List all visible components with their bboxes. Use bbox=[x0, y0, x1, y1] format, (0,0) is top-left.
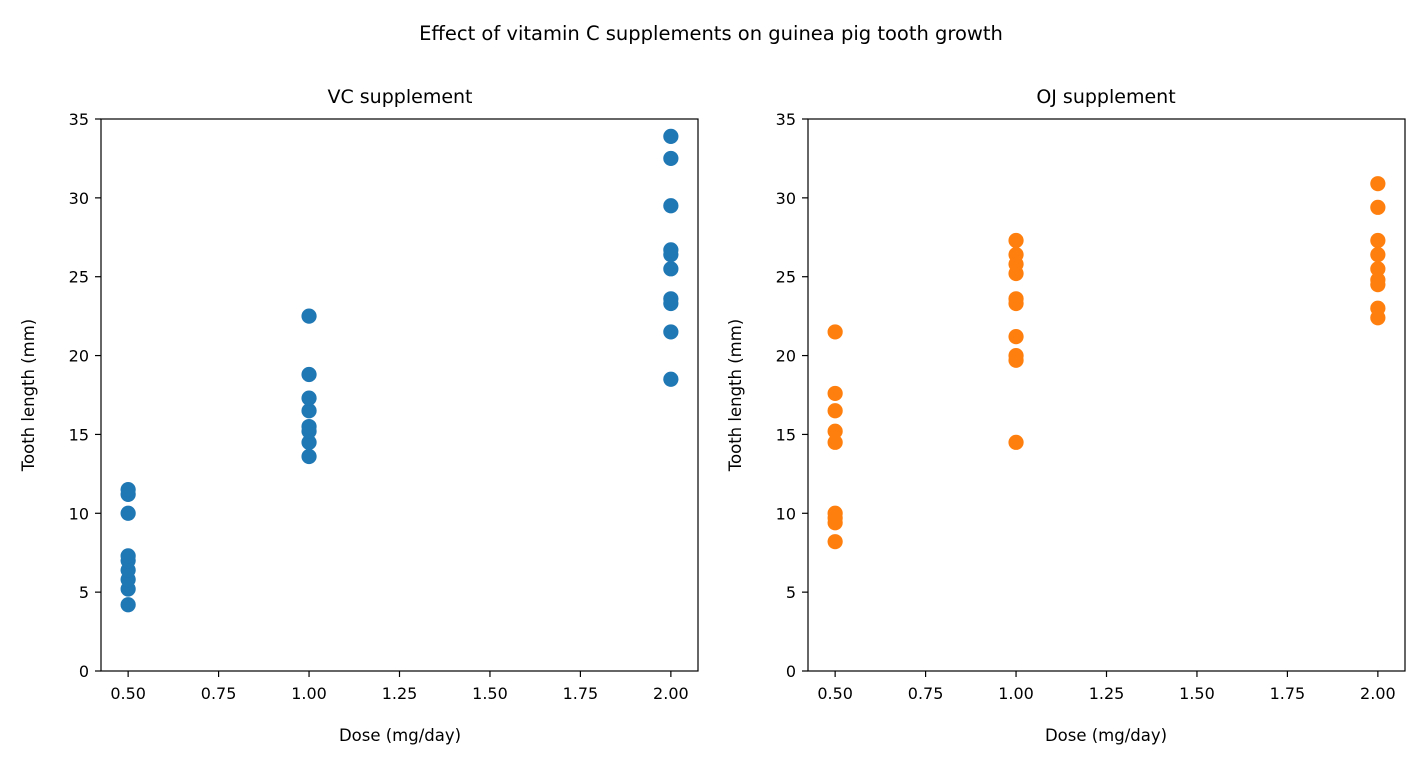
vc-data-point bbox=[663, 324, 679, 340]
vc-data-point bbox=[301, 308, 317, 324]
oj-x-tick-label: 1.75 bbox=[1270, 684, 1306, 703]
vc-y-tick-label: 5 bbox=[79, 583, 89, 602]
vc-y-tick-label: 10 bbox=[69, 504, 89, 523]
oj-data-point bbox=[1008, 291, 1024, 307]
oj-y-tick-label: 25 bbox=[776, 268, 796, 287]
oj-y-tick-label: 0 bbox=[786, 662, 796, 681]
vc-points bbox=[120, 128, 679, 613]
figure-title: Effect of vitamin C supplements on guine… bbox=[419, 22, 1003, 45]
oj-x-tick-label: 1.25 bbox=[1089, 684, 1125, 703]
vc-data-point bbox=[663, 242, 679, 258]
oj-x-tick-label: 1.00 bbox=[998, 684, 1034, 703]
oj-data-point bbox=[1370, 272, 1386, 288]
oj-x-tick-label: 0.50 bbox=[817, 684, 853, 703]
oj-data-point bbox=[827, 434, 843, 450]
vc-y-axis-label: Tooth length (mm) bbox=[19, 319, 38, 473]
oj-data-point bbox=[827, 385, 843, 402]
oj-data-point bbox=[1370, 232, 1386, 249]
vc-x-tick-label: 1.75 bbox=[563, 684, 599, 703]
vc-x-tick-label: 2.00 bbox=[653, 684, 689, 703]
vc-x-tick-label: 0.75 bbox=[201, 684, 237, 703]
vc-x-tick-label: 1.50 bbox=[472, 684, 508, 703]
vc-y-tick-label: 20 bbox=[69, 347, 89, 366]
vc-data-point bbox=[120, 505, 136, 521]
vc-data-point bbox=[120, 548, 136, 564]
oj-points bbox=[827, 176, 1386, 550]
oj-x-axis-label: Dose (mg/day) bbox=[1045, 726, 1167, 745]
vc-x-tick-label: 0.50 bbox=[110, 684, 146, 703]
oj-y-tick-label: 30 bbox=[776, 189, 796, 208]
oj-data-point bbox=[1008, 232, 1024, 249]
oj-data-point bbox=[827, 324, 843, 340]
oj-data-point bbox=[827, 403, 843, 419]
vc-data-point bbox=[663, 371, 679, 387]
vc-data-point bbox=[301, 403, 317, 419]
vc-data-point bbox=[301, 448, 317, 465]
oj-data-point bbox=[1008, 247, 1024, 263]
oj-y-tick-label: 10 bbox=[776, 504, 796, 523]
oj-ticks: 0.50 0.75 1.00 1.25 1.50 1.75 2.00 0 5 10 15 20 25 30… bbox=[776, 110, 1396, 703]
oj-plot-frame bbox=[807, 118, 1406, 672]
oj-x-tick-label: 0.75 bbox=[908, 684, 944, 703]
vc-x-tick-label: 1.00 bbox=[291, 684, 327, 703]
oj-y-tick-label: 5 bbox=[786, 583, 796, 602]
vc-data-point bbox=[663, 261, 679, 277]
oj-panel-title: OJ supplement bbox=[1036, 86, 1175, 108]
vc-y-tick-label: 0 bbox=[79, 662, 89, 681]
vc-y-tick-label: 25 bbox=[69, 268, 89, 287]
vc-x-axis-label: Dose (mg/day) bbox=[339, 726, 461, 745]
vc-data-point bbox=[663, 150, 679, 167]
vc-data-point bbox=[663, 128, 679, 144]
oj-x-tick-label: 2.00 bbox=[1360, 684, 1396, 703]
vc-x-tick-label: 1.25 bbox=[382, 684, 418, 703]
oj-y-tick-label: 35 bbox=[776, 110, 796, 129]
vc-data-point bbox=[301, 390, 317, 406]
vc-plot-frame bbox=[100, 118, 699, 672]
vc-data-point bbox=[120, 482, 136, 498]
oj-y-tick-label: 15 bbox=[776, 425, 796, 444]
vc-ticks: 0.50 0.75 1.00 1.25 1.50 1.75 2.00 0 5 10 15 20 25 30… bbox=[69, 110, 689, 703]
vc-y-tick-label: 35 bbox=[69, 110, 89, 129]
vc-data-point bbox=[301, 434, 317, 450]
vc-scatter-panel: VC supplement Dose (mg/day) Tooth length… bbox=[19, 86, 699, 745]
vc-data-point bbox=[663, 198, 679, 214]
vc-y-tick-label: 15 bbox=[69, 425, 89, 444]
oj-data-point bbox=[1008, 434, 1024, 450]
oj-y-tick-label: 20 bbox=[776, 347, 796, 366]
oj-x-tick-label: 1.50 bbox=[1179, 684, 1215, 703]
oj-data-point bbox=[1008, 347, 1024, 364]
vc-data-point bbox=[301, 418, 317, 435]
oj-data-point bbox=[1370, 300, 1386, 316]
vc-data-point bbox=[120, 597, 136, 613]
oj-data-point bbox=[827, 423, 843, 439]
oj-data-point bbox=[1370, 199, 1386, 215]
oj-data-point bbox=[1370, 176, 1386, 192]
oj-data-point bbox=[827, 505, 843, 521]
oj-y-axis-label: Tooth length (mm) bbox=[726, 319, 745, 473]
oj-scatter-panel: OJ supplement Dose (mg/day) Tooth length… bbox=[726, 86, 1406, 745]
vc-y-tick-label: 30 bbox=[69, 189, 89, 208]
vc-data-point bbox=[663, 291, 679, 307]
oj-data-point bbox=[1370, 261, 1386, 277]
vc-panel-title: VC supplement bbox=[327, 86, 472, 108]
oj-data-point bbox=[1370, 247, 1386, 263]
oj-data-point bbox=[827, 534, 843, 550]
vc-data-point bbox=[301, 366, 317, 383]
oj-data-point bbox=[1008, 329, 1024, 345]
